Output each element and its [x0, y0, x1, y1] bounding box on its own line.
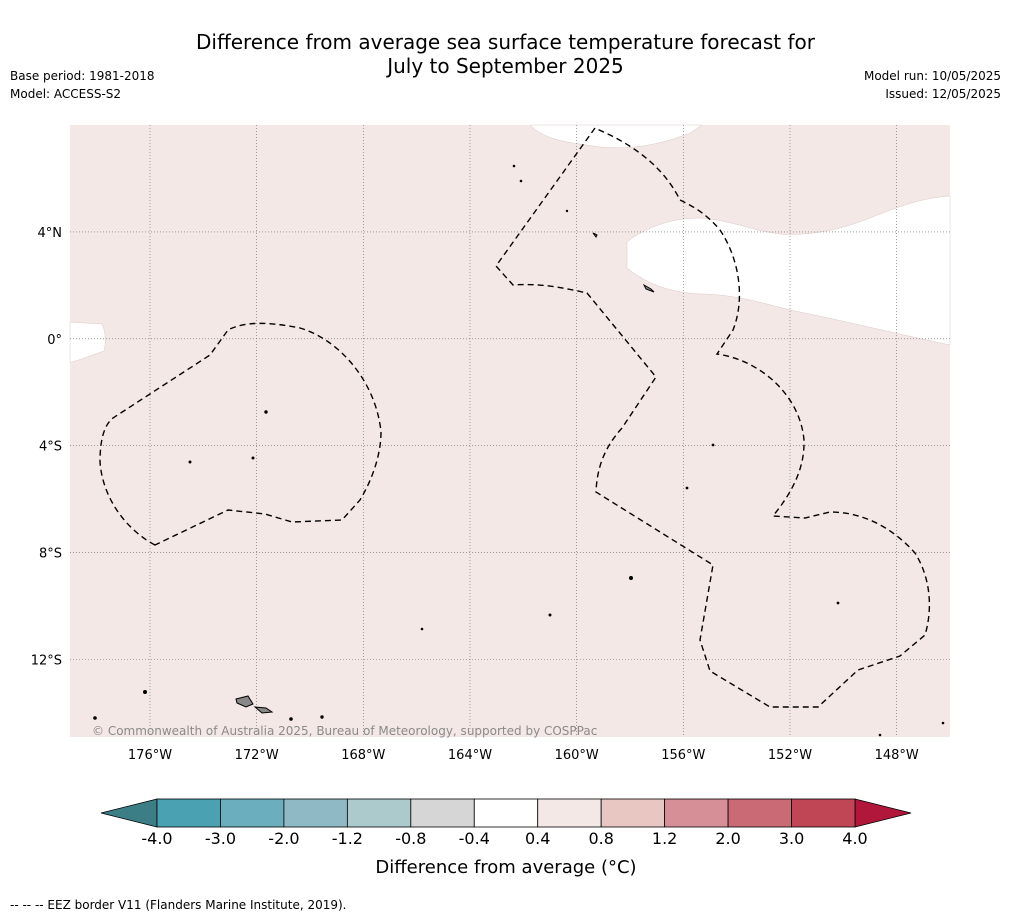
islet — [711, 443, 715, 447]
colorbar-segment — [410, 798, 475, 828]
eez-borders — [99, 127, 931, 708]
islet — [143, 690, 147, 694]
colorbar: -4.0 -3.0 -2.0 -1.2 -0.8 -0.4 0.4 0.8 1.2 2.0 3.0 4… — [100, 798, 912, 848]
islet — [264, 410, 268, 414]
chart-title-line2: July to September 2025 — [387, 54, 624, 78]
islet — [251, 456, 255, 460]
colorbar-segment — [283, 798, 348, 828]
y-tick-label: 8°S — [39, 547, 62, 562]
islet — [836, 601, 840, 605]
neutral-region-equatorial — [626, 195, 951, 346]
eez-border-west — [99, 322, 382, 546]
colorbar-tick-label: 3.0 — [779, 829, 804, 848]
colorbar-tick-label: 2.0 — [715, 829, 740, 848]
model-name: Model: ACCESS-S2 — [10, 87, 122, 101]
island-large-east — [253, 706, 274, 714]
x-tick-label: 148°W — [875, 748, 919, 763]
colorbar-segment — [791, 798, 856, 828]
colorbar-segment — [600, 798, 666, 828]
copyright-notice: © Commonwealth of Australia 2025, Bureau… — [92, 724, 597, 738]
x-tick-label: 164°W — [448, 748, 492, 763]
colorbar-extend-low — [100, 798, 158, 828]
neutral-regions — [69, 124, 951, 364]
colorbar-segment — [156, 798, 221, 828]
islet — [941, 721, 945, 725]
colorbar-segment — [220, 798, 285, 828]
base-period: Base period: 1981-2018 — [10, 69, 155, 83]
neutral-region-west — [69, 321, 106, 364]
colorbar-tick-label: 4.0 — [842, 829, 867, 848]
islet — [512, 164, 516, 168]
x-axis-ticks: 176°W 172°W 168°W 164°W 160°W 156°W 152°W 148°W — [128, 748, 919, 763]
x-tick-label: 176°W — [128, 748, 172, 763]
colorbar-tick-label: 0.8 — [588, 829, 613, 848]
colorbar-tick-label: -0.8 — [395, 829, 426, 848]
model-info: Base period: 1981-2018 Model: ACCESS-S2 — [10, 67, 155, 103]
colorbar-segment — [727, 798, 792, 828]
island-equatorial — [642, 283, 655, 293]
colorbar-tick-label: 0.4 — [525, 829, 550, 848]
model-run: Model run: 10/05/2025 — [863, 69, 1001, 83]
colorbar-segment — [346, 798, 412, 828]
y-tick-label: 0° — [47, 333, 62, 348]
x-tick-label: 160°W — [555, 748, 599, 763]
y-tick-label: 12°S — [31, 653, 62, 668]
chart-title-line1: Difference from average sea surface temp… — [195, 30, 815, 54]
colorbar-segment — [537, 798, 602, 828]
colorbar-tick-label: -3.0 — [205, 829, 236, 848]
islet — [629, 576, 633, 580]
land-masses — [93, 164, 945, 737]
run-info: Model run: 10/05/2025 Issued: 12/05/2025 — [864, 67, 1001, 103]
colorbar-tick-label: -0.4 — [459, 829, 490, 848]
islet — [320, 715, 324, 719]
islet — [93, 716, 97, 720]
x-tick-label: 156°W — [661, 748, 705, 763]
x-tick-label: 168°W — [341, 748, 385, 763]
colorbar-segment — [473, 798, 539, 828]
issued-date: Issued: 12/05/2025 — [885, 87, 1001, 101]
islet — [519, 179, 523, 183]
neutral-region-north — [529, 124, 703, 149]
islet — [878, 733, 882, 737]
islet — [188, 460, 192, 464]
colorbar-tick-label: -2.0 — [268, 829, 299, 848]
y-tick-label: 4°N — [38, 226, 63, 241]
y-axis-ticks: 4°N 0° 4°S 8°S 12°S — [31, 226, 62, 669]
chart-title: Difference from average sea surface temp… — [0, 30, 1011, 78]
colorbar-tick-label: -1.2 — [332, 829, 363, 848]
island-large-west — [235, 695, 254, 708]
anomaly-field-background — [70, 125, 950, 737]
islet — [289, 717, 293, 721]
islet — [420, 627, 424, 631]
island-north — [592, 232, 598, 238]
eez-legend-note: -- -- -- EEZ border V11 (Flanders Marine… — [10, 898, 347, 912]
colorbar-extend-high — [854, 798, 912, 828]
map-area: © Commonwealth of Australia 2025, Bureau… — [69, 124, 951, 738]
graticule — [70, 125, 950, 737]
colorbar-segment — [664, 798, 729, 828]
islet — [565, 209, 569, 213]
islet — [685, 486, 689, 490]
x-tick-label: 152°W — [768, 748, 812, 763]
islet — [548, 613, 552, 617]
y-tick-label: 4°S — [39, 440, 62, 455]
colorbar-label: Difference from average (°C) — [375, 857, 636, 878]
colorbar-tick-label: -4.0 — [141, 829, 172, 848]
colorbar-tick-label: 1.2 — [652, 829, 677, 848]
x-tick-label: 172°W — [235, 748, 279, 763]
